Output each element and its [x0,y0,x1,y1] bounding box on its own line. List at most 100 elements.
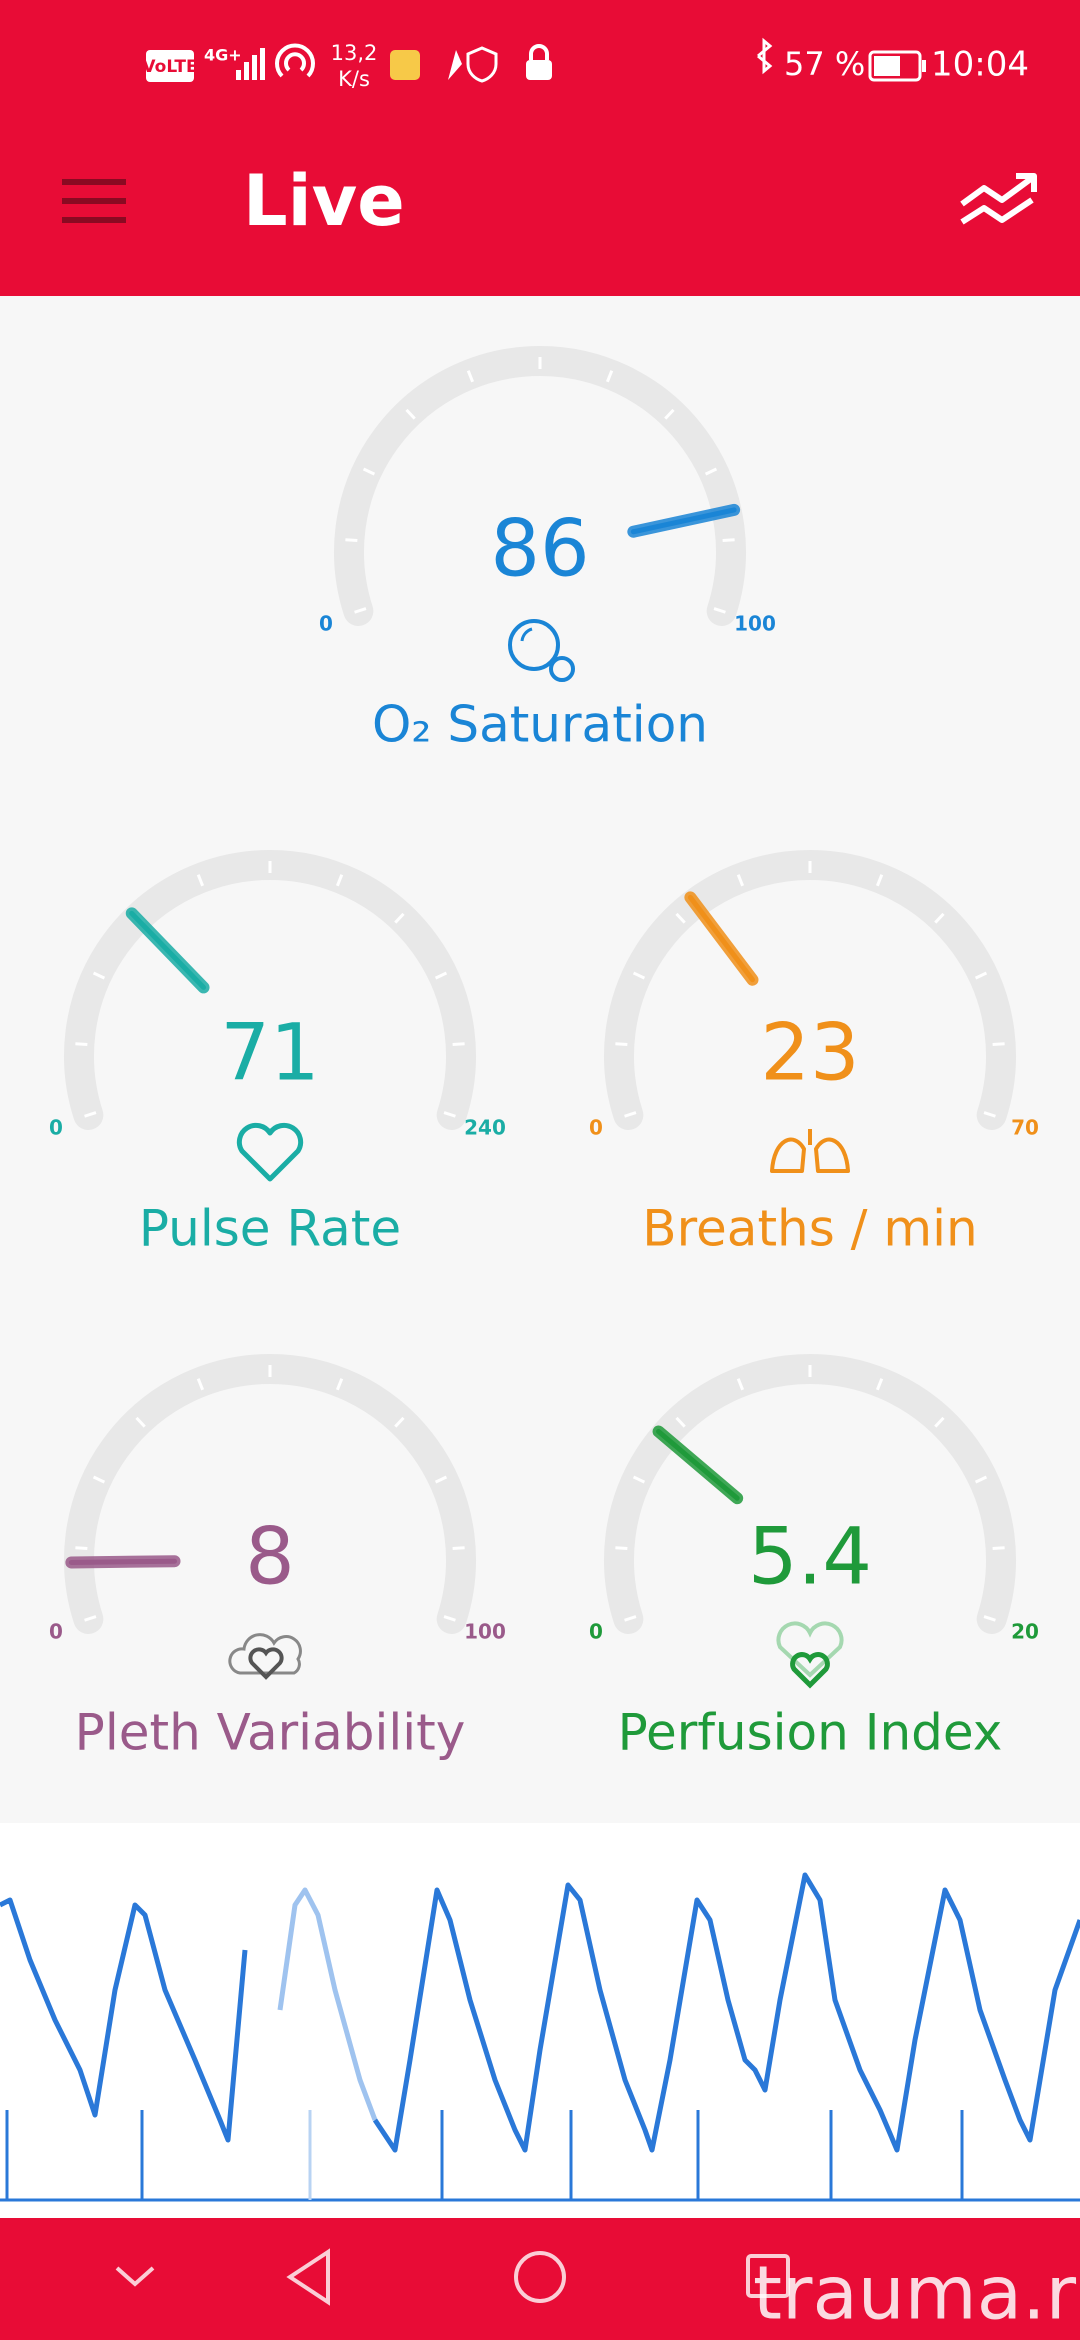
gauge-value: 5.4 [748,1512,872,1602]
app-bar [0,0,1080,296]
gauge-tick [875,1378,884,1391]
gauge-tick [92,971,106,980]
gauge-tick [362,467,376,476]
gauge-tick [722,538,735,543]
gauge-max: 100 [734,612,776,636]
gauge-tick [466,370,475,383]
heart-icon [236,1122,304,1182]
pleth-waveform-recent [277,1887,378,2121]
gauge-tick [974,971,988,980]
gauge-label: Breaths / min [642,1200,977,1258]
gauge-tick [354,607,367,614]
gauge-tick [736,874,745,887]
trends-button[interactable] [960,173,1037,225]
bluetooth-icon [757,37,773,75]
notif-icon [448,50,462,80]
gauge-min: 0 [49,1116,63,1140]
gauge-max: 20 [1011,1620,1039,1644]
gauge-tick [394,1416,405,1428]
gauges: 86 O₂ Saturation 0 100 71 Pulse Rate 0 240 23 Bre… [49,346,1039,1762]
o2-icon-shine [520,627,533,642]
gauge-tick [875,874,884,887]
gauge-tick [452,1546,465,1551]
watermark: trauma.ru [753,2251,1080,2337]
gauge-tick [615,1546,628,1551]
gauge-value: 8 [245,1512,295,1602]
nav-back[interactable] [286,2248,330,2306]
gauge-tick [196,1378,205,1391]
gauge-tick [934,1416,945,1428]
gauge-tick [605,370,614,383]
gauge-needle-core [68,1558,178,1565]
battery-level [874,56,900,76]
gauge-max: 70 [1011,1116,1039,1140]
gauge-tick [983,1615,996,1622]
gauge-tick [405,408,416,420]
gauge-min: 0 [319,612,333,636]
gauge-min: 0 [589,1620,603,1644]
gauge-tick [632,1475,646,1484]
gauge-tick [345,538,358,543]
gauge-tick [443,1615,456,1622]
speed: 13,2 [331,41,378,65]
beat-markers [5,2110,964,2200]
gauge-tick [84,1615,97,1622]
gauge-tick [704,467,718,476]
gauge-tick [983,1111,996,1118]
shield-icon [466,46,498,83]
gauge-tick [974,1475,988,1484]
gauge-tick [434,971,448,980]
gauge-tick [196,874,205,887]
page-title: Live [243,160,405,242]
pleth-icon-heart [248,1647,284,1680]
gauge-tick [443,1111,456,1118]
gauge-tick [92,1475,106,1484]
battery-icon [868,50,922,82]
nav-recents[interactable] [746,2254,790,2298]
speed-unit: K/s [338,67,370,91]
gauge: 5.4 Perfusion Index 0 20 [589,1354,1039,1762]
pleth-waveform-old [372,1872,1080,2153]
gauge-tick [335,1378,344,1391]
gauge-needle-core [687,894,755,983]
gauge-needle-core [129,910,207,990]
gauge-tick [434,1475,448,1484]
gauge-tick [992,1042,1005,1047]
menu-button[interactable] [62,179,126,223]
gauge-value: 71 [220,1008,319,1098]
gauge-needle-core [656,1428,740,1501]
lock-icon [526,60,552,80]
gauge-label: Pulse Rate [139,1200,401,1258]
gauge-tick [992,1546,1005,1551]
battery-tip [922,60,926,72]
gauge: 23 Breaths / min 0 70 [589,850,1039,1258]
gauge-tick [632,971,646,980]
gauge-label: O₂ Saturation [372,696,708,754]
nav-bar [0,2218,1080,2340]
gauge-label: Perfusion Index [618,1704,1003,1762]
gauge-max: 100 [464,1620,506,1644]
gauge-tick [75,1042,88,1047]
gauge: 71 Pulse Rate 0 240 [49,850,506,1258]
gauge-tick [452,1042,465,1047]
o2-icon-bubble [508,619,560,671]
gauge-tick [713,607,726,614]
gauge-tick [84,1111,97,1118]
nav-home[interactable] [514,2251,566,2303]
gauge: 86 O₂ Saturation 0 100 [319,346,776,754]
gauge: 8 Pleth Variability 0 100 [49,1354,506,1762]
perfusion-icon-outer [776,1621,844,1678]
gauge-needle-core [630,507,737,535]
gauge-tick [675,1416,686,1428]
gauge-max: 240 [464,1116,506,1140]
perfusion-icon-inner [790,1652,830,1689]
pleth-waveform [0,1897,248,2143]
gauge-tick [624,1615,637,1622]
gauge-value: 86 [490,504,589,594]
battery-percent: 57 % [784,45,865,83]
nav-hide[interactable] [115,2266,155,2287]
clock: 10:04 [931,45,1029,85]
gauge-tick [664,408,675,420]
gauge-area [0,296,1080,1823]
gauge-value: 23 [760,1008,859,1098]
